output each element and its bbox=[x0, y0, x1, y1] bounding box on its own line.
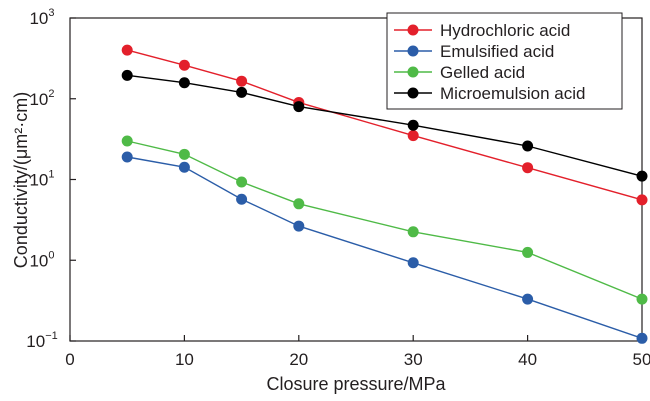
data-point bbox=[121, 151, 133, 163]
legend-item: Microemulsion acid bbox=[394, 84, 586, 103]
legend-item: Hydrochloric acid bbox=[394, 21, 570, 40]
y-axis-title: Conductivity/(μm²·cm) bbox=[11, 92, 31, 268]
y-tick-label: 103 bbox=[29, 7, 54, 28]
x-tick-label: 10 bbox=[175, 350, 194, 369]
x-axis: 0 10 20 30 40 50 bbox=[65, 335, 650, 369]
data-point bbox=[407, 130, 419, 142]
data-point bbox=[293, 220, 305, 232]
series-line bbox=[127, 156, 643, 339]
data-point bbox=[121, 44, 133, 56]
data-point bbox=[178, 77, 190, 89]
legend-marker bbox=[407, 66, 419, 78]
legend-label: Gelled acid bbox=[440, 63, 525, 82]
data-point bbox=[407, 119, 419, 131]
y-tick-label: 10−1 bbox=[26, 330, 57, 351]
data-point bbox=[636, 332, 648, 344]
data-point bbox=[178, 59, 190, 71]
data-point bbox=[236, 176, 248, 188]
legend-label: Microemulsion acid bbox=[440, 84, 586, 103]
series-emulsified-acid bbox=[121, 151, 648, 344]
data-point bbox=[522, 293, 534, 305]
y-axis: 10−1 100 101 102 103 bbox=[26, 7, 76, 351]
series-line bbox=[127, 140, 643, 300]
x-tick-label: 50 bbox=[633, 350, 650, 369]
data-point bbox=[407, 226, 419, 238]
data-point bbox=[407, 257, 419, 269]
data-point bbox=[236, 193, 248, 205]
x-tick-label: 0 bbox=[65, 350, 74, 369]
data-point bbox=[522, 162, 534, 174]
legend-label: Emulsified acid bbox=[440, 42, 554, 61]
y-tick-label: 102 bbox=[29, 88, 54, 109]
data-point bbox=[636, 170, 648, 182]
legend-item: Gelled acid bbox=[394, 63, 525, 82]
x-tick-label: 20 bbox=[289, 350, 308, 369]
legend-item: Emulsified acid bbox=[394, 42, 554, 61]
x-axis-title: Closure pressure/MPa bbox=[266, 374, 446, 394]
data-point bbox=[636, 293, 648, 305]
data-point bbox=[121, 69, 133, 81]
data-point bbox=[293, 101, 305, 113]
series-layer bbox=[121, 44, 648, 344]
data-point bbox=[522, 246, 534, 258]
legend-label: Hydrochloric acid bbox=[440, 21, 570, 40]
data-point bbox=[636, 194, 648, 206]
y-tick-label: 100 bbox=[29, 249, 54, 270]
series-gelled-acid bbox=[121, 135, 648, 305]
legend-marker bbox=[407, 24, 419, 36]
data-point bbox=[293, 198, 305, 210]
legend-marker bbox=[407, 87, 419, 99]
x-tick-label: 40 bbox=[518, 350, 537, 369]
legend: Hydrochloric acid Emulsified acid Gelled a… bbox=[386, 12, 623, 110]
legend-marker bbox=[407, 45, 419, 57]
series-microemulsion-acid bbox=[121, 69, 648, 182]
data-point bbox=[178, 161, 190, 173]
data-point bbox=[178, 148, 190, 160]
data-point bbox=[236, 75, 248, 87]
data-point bbox=[121, 135, 133, 147]
y-tick-label: 101 bbox=[29, 169, 54, 190]
x-tick-label: 30 bbox=[404, 350, 423, 369]
data-point bbox=[522, 140, 534, 152]
data-point bbox=[236, 86, 248, 98]
